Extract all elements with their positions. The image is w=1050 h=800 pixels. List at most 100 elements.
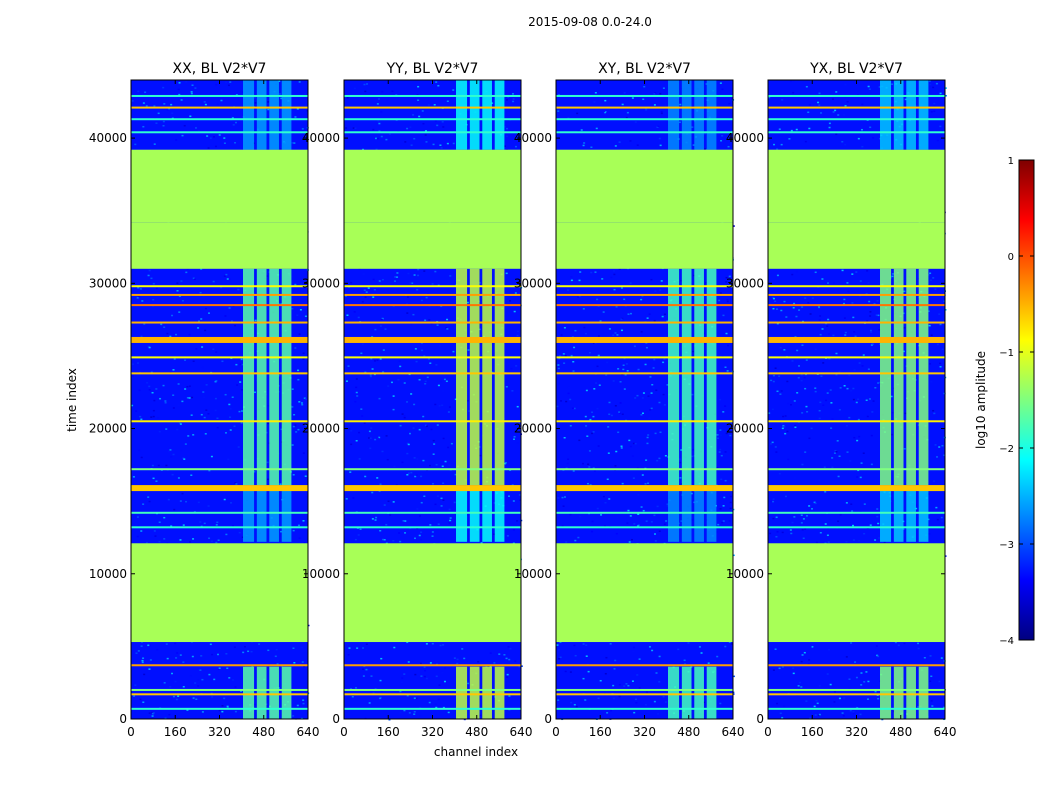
- heatmap-cell: [155, 287, 158, 290]
- heatmap-cell: [779, 346, 782, 349]
- heatmap-cell: [808, 437, 811, 440]
- heatmap-cell: [437, 384, 440, 387]
- heatmap-cell: [654, 540, 657, 542]
- heatmap-cell: [190, 92, 193, 95]
- heatmap-cell: [726, 299, 729, 301]
- heatmap-cell: [649, 376, 652, 378]
- heatmap-stripe: [344, 94, 521, 97]
- heatmap-cell: [800, 686, 803, 688]
- heatmap-cell: [406, 296, 409, 298]
- heatmap-cell: [148, 269, 151, 272]
- heatmap-cell: [930, 111, 933, 113]
- heatmap-cell: [163, 682, 166, 684]
- heatmap-cell: [187, 435, 190, 437]
- heatmap-cell: [818, 479, 821, 481]
- heatmap-cell: [615, 306, 618, 308]
- heatmap-cell: [659, 431, 662, 434]
- heatmap-cell: [439, 144, 442, 146]
- heatmap-cell: [780, 309, 783, 312]
- heatmap-cell: [143, 673, 146, 676]
- heatmap-cell: [903, 642, 906, 645]
- heatmap-cell: [406, 473, 409, 476]
- heatmap-band-column: [694, 80, 704, 150]
- heatmap-cell: [304, 315, 307, 318]
- y-tick-label: 0: [544, 712, 552, 726]
- heatmap-cell: [370, 357, 373, 360]
- heatmap-cell: [866, 270, 869, 272]
- heatmap-cell: [835, 373, 838, 376]
- heatmap-cell: [658, 137, 661, 140]
- heatmap-cell: [413, 457, 416, 459]
- heatmap-cell: [370, 427, 373, 429]
- heatmap-cell: [416, 288, 419, 291]
- heatmap-stripe: [131, 693, 308, 696]
- heatmap-cell: [557, 382, 560, 385]
- heatmap-cell: [167, 450, 170, 453]
- heatmap-stripe: [131, 106, 308, 109]
- heatmap-cell: [728, 102, 731, 105]
- heatmap-cell: [615, 532, 618, 535]
- heatmap-cell: [818, 714, 821, 717]
- heatmap-cell: [181, 299, 184, 302]
- x-tick-label: 640: [934, 725, 957, 739]
- heatmap-cell: [434, 120, 437, 122]
- heatmap-cell: [797, 377, 800, 379]
- heatmap-cell: [513, 436, 516, 438]
- heatmap-cell: [466, 80, 469, 83]
- heatmap-cell: [602, 495, 605, 498]
- heatmap-cell: [274, 655, 277, 658]
- x-tick-label: 320: [845, 725, 868, 739]
- heatmap-cell: [171, 112, 174, 114]
- heatmap-cell: [358, 148, 361, 150]
- heatmap-cell: [855, 676, 858, 679]
- heatmap-cell: [929, 83, 932, 86]
- heatmap-cell: [658, 530, 661, 532]
- heatmap-cell: [426, 376, 429, 379]
- heatmap-cell: [867, 85, 870, 88]
- heatmap-cell: [618, 268, 621, 270]
- heatmap-stripe: [768, 511, 945, 514]
- heatmap-cell: [728, 275, 731, 278]
- heatmap-cell: [420, 473, 423, 475]
- heatmap-cell: [719, 702, 722, 705]
- heatmap-cell: [172, 394, 175, 396]
- heatmap-cell: [831, 98, 834, 100]
- heatmap-cell: [362, 647, 365, 649]
- heatmap-cell: [407, 661, 410, 663]
- heatmap-cell: [857, 469, 860, 472]
- heatmap-band-column: [281, 80, 292, 150]
- heatmap-cell: [582, 144, 585, 147]
- heatmap-cell: [722, 314, 725, 317]
- heatmap-cell: [452, 89, 455, 91]
- heatmap-cell: [447, 446, 450, 449]
- heatmap-cell: [230, 502, 233, 504]
- heatmap-cell: [434, 403, 437, 406]
- colorbar-tick-label: −1: [999, 348, 1014, 359]
- heatmap-cell: [783, 426, 786, 428]
- heatmap-cell: [190, 474, 193, 476]
- heatmap-cell: [223, 275, 226, 277]
- heatmap-cell: [235, 93, 238, 96]
- heatmap-cell: [873, 303, 876, 305]
- heatmap-cell: [414, 348, 417, 350]
- heatmap-cell: [240, 422, 243, 424]
- heatmap-cell: [897, 644, 900, 647]
- heatmap-cell: [693, 274, 696, 277]
- heatmap-cell: [806, 411, 809, 413]
- heatmap-cell: [773, 143, 776, 146]
- heatmap-cell: [563, 326, 566, 329]
- y-tick-label: 20000: [89, 422, 127, 436]
- heatmap-cell: [845, 425, 848, 427]
- heatmap-band-column: [469, 666, 480, 719]
- heatmap-cell: [402, 520, 405, 522]
- heatmap-cell: [934, 288, 937, 290]
- heatmap-cell: [418, 515, 421, 517]
- heatmap-cell: [830, 402, 833, 404]
- heatmap-cell: [768, 323, 771, 326]
- heatmap-cell: [437, 698, 440, 701]
- heatmap-cell: [834, 449, 837, 452]
- heatmap-cell: [188, 385, 191, 387]
- x-tick-label: 480: [889, 725, 912, 739]
- heatmap-cell: [874, 387, 877, 389]
- heatmap-cell: [374, 328, 377, 331]
